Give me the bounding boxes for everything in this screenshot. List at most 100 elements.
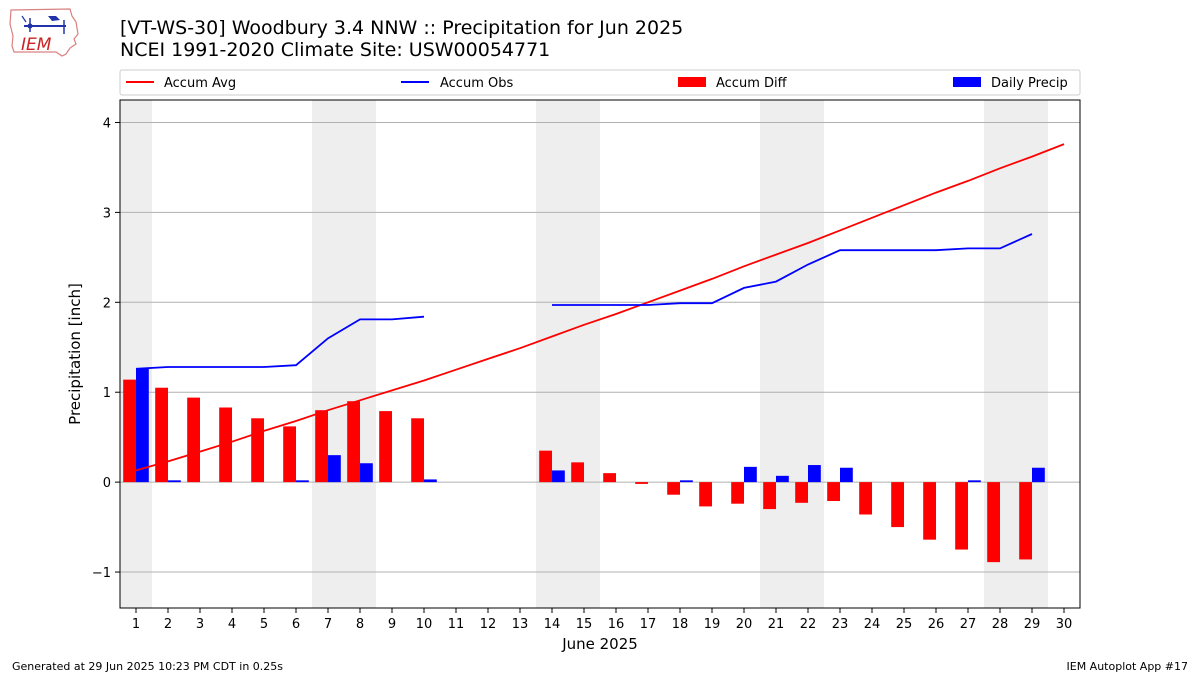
weekend-shade-day-7	[312, 100, 344, 608]
daily-precip-bar	[744, 466, 757, 483]
x-tick-label: 7	[324, 617, 332, 632]
daily-precip-bar	[296, 480, 309, 483]
accum-diff-bar	[283, 426, 296, 483]
x-tick-label: 11	[448, 617, 465, 632]
daily-precip-bar	[424, 479, 437, 483]
y-tick-label: 4	[103, 116, 111, 131]
x-tick-label: 13	[512, 617, 529, 632]
x-tick-label: 29	[1024, 617, 1041, 632]
gridlines	[120, 121, 1080, 573]
accum-diff-bar	[1019, 482, 1032, 560]
accum-diff-bar	[827, 482, 840, 502]
accum-diff-bar	[763, 482, 776, 510]
weekend-shade-day-1	[120, 100, 152, 608]
daily-precip-bar	[968, 480, 981, 483]
x-tick-label: 25	[896, 617, 913, 632]
daily-precip-bar	[680, 480, 693, 483]
x-tick-label: 8	[356, 617, 364, 632]
accum-diff-bar	[251, 418, 264, 483]
x-tick-label: 20	[736, 617, 753, 632]
legend-label-accum-avg: Accum Avg	[164, 76, 236, 91]
x-tick-label: 12	[480, 617, 497, 632]
legend-label-accum-obs: Accum Obs	[440, 76, 513, 91]
chart-subtitle: NCEI 1991-2020 Climate Site: USW00054771	[120, 39, 551, 61]
x-tick-label: 16	[608, 617, 625, 632]
x-tick-label: 1	[132, 617, 140, 632]
axis-ticks: 1 2 3 4 5 6 7 8 9 10 11 12 13 14 15 16 17 18 19 20 21 22 23 24 2…	[92, 116, 1072, 632]
accum-diff-bar	[219, 407, 232, 483]
daily-precip-bars	[136, 368, 1045, 483]
accum-diff-bars	[123, 379, 1032, 563]
daily-precip-bar	[328, 455, 341, 483]
legend-label-accum-diff: Accum Diff	[716, 76, 788, 91]
x-tick-label: 19	[704, 617, 721, 632]
x-tick-label: 30	[1056, 617, 1073, 632]
accum-diff-bar	[987, 482, 1000, 563]
accum-diff-bar	[411, 418, 424, 483]
y-tick-label: 1	[103, 386, 111, 401]
accum-diff-bar	[635, 482, 648, 484]
y-tick-label: 2	[103, 296, 111, 311]
x-tick-label: 6	[292, 617, 300, 632]
x-tick-label: 15	[576, 617, 593, 632]
x-tick-label: 28	[992, 617, 1009, 632]
weekend-shade-day-15	[568, 100, 600, 608]
x-tick-label: 14	[544, 617, 561, 632]
daily-precip-bar	[840, 467, 853, 483]
accum-diff-bar	[891, 482, 904, 528]
accum-diff-bar	[123, 379, 136, 483]
legend: Accum Avg Accum Obs Accum Diff Daily Pre…	[119, 69, 1081, 96]
accum-lines	[135, 143, 1065, 472]
accum-obs-line-segment-1	[135, 315, 425, 370]
iem-logo: IEM	[8, 6, 82, 62]
daily-precip-bar	[360, 463, 373, 483]
daily-precip-bar	[808, 465, 821, 483]
logo-text: IEM	[21, 35, 52, 55]
accum-diff-bar	[603, 473, 616, 483]
accum-diff-bar	[859, 482, 872, 515]
daily-precip-bar	[1032, 467, 1045, 483]
weekend-shade-day-21	[760, 100, 792, 608]
x-tick-label: 24	[864, 617, 881, 632]
accum-diff-bar	[699, 482, 712, 507]
x-tick-label: 26	[928, 617, 945, 632]
weekend-shade-day-14	[536, 100, 568, 608]
y-tick-label: −1	[92, 566, 111, 581]
y-tick-label: 3	[103, 206, 111, 221]
y-tick-label: 0	[103, 476, 111, 491]
accum-diff-bar	[155, 387, 168, 483]
x-axis-label: June 2025	[561, 635, 638, 653]
daily-precip-bar	[552, 470, 565, 483]
x-tick-label: 27	[960, 617, 977, 632]
x-tick-label: 18	[672, 617, 689, 632]
footer-generated: Generated at 29 Jun 2025 10:23 PM CDT in…	[12, 660, 284, 673]
accum-diff-bar	[187, 397, 200, 483]
accum-diff-bar	[667, 482, 680, 495]
legend-swatch-accum-diff	[678, 77, 706, 87]
accum-diff-bar	[379, 411, 392, 483]
daily-precip-bar	[168, 480, 181, 483]
accum-diff-bar	[347, 401, 360, 483]
legend-frame	[119, 69, 1081, 96]
daily-precip-bar	[776, 475, 789, 483]
footer-app: IEM Autoplot App #17	[1066, 660, 1189, 673]
x-tick-label: 10	[416, 617, 433, 632]
accum-obs-line-segment-2	[552, 233, 1033, 306]
x-tick-label: 21	[768, 617, 785, 632]
y-axis-label: Precipitation [inch]	[66, 283, 84, 425]
x-tick-label: 2	[164, 617, 172, 632]
weekend-shade-day-22	[792, 100, 824, 608]
accum-diff-bar	[571, 462, 584, 483]
x-tick-label: 22	[800, 617, 817, 632]
weekend-shading	[120, 100, 1048, 608]
legend-label-daily-precip: Daily Precip	[991, 76, 1068, 91]
plot-frame	[119, 99, 1081, 609]
weekend-shade-day-8	[344, 100, 376, 608]
accum-diff-bar	[795, 482, 808, 503]
x-tick-label: 17	[640, 617, 657, 632]
legend-swatch-daily-precip	[953, 77, 981, 87]
accum-diff-bar	[315, 410, 328, 483]
accum-diff-bar	[539, 450, 552, 483]
x-tick-label: 3	[196, 617, 204, 632]
